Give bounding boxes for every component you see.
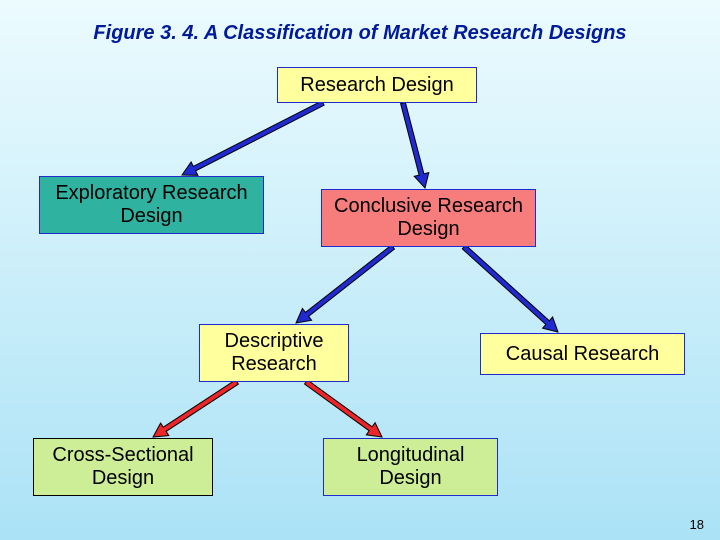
arrow-root-to-conclusive — [401, 102, 429, 188]
arrow-root-to-exploratory — [182, 101, 324, 176]
node-descriptive: DescriptiveResearch — [199, 324, 349, 382]
node-long: LongitudinalDesign — [323, 438, 498, 496]
page-number: 18 — [690, 517, 704, 532]
arrow-descriptive-to-cross — [153, 380, 238, 437]
figure-title: Figure 3. 4. A Classification of Market … — [0, 22, 720, 45]
node-cross: Cross-SectionalDesign — [33, 438, 213, 496]
arrow-descriptive-to-long — [305, 380, 383, 437]
diagram-canvas: Figure 3. 4. A Classification of Market … — [0, 0, 720, 540]
node-root: Research Design — [277, 67, 477, 103]
arrow-conclusive-to-causal — [462, 245, 558, 332]
node-exploratory: Exploratory ResearchDesign — [39, 176, 264, 234]
node-causal: Causal Research — [480, 333, 685, 375]
node-conclusive: Conclusive ResearchDesign — [321, 189, 536, 247]
arrow-conclusive-to-descriptive — [296, 245, 395, 323]
